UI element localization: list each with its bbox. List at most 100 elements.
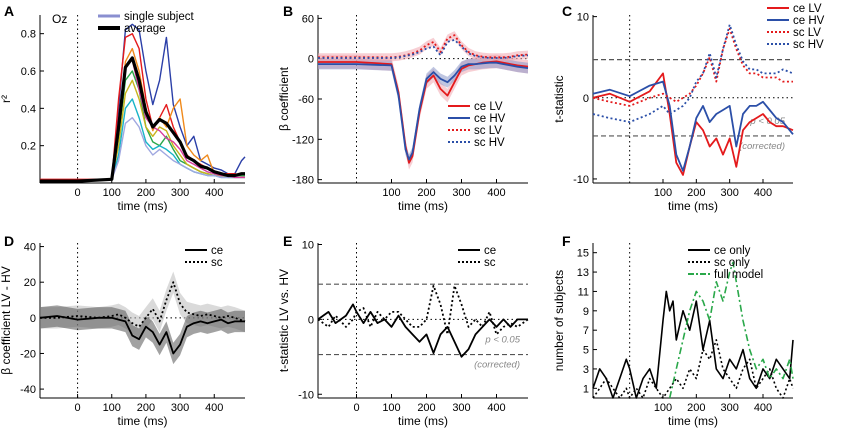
x-tick-label: 400 xyxy=(487,402,505,414)
legend-entry: full model xyxy=(714,269,763,281)
x-axis-label: time (ms) xyxy=(118,414,168,428)
y-tick-label: 0.6 xyxy=(21,66,36,78)
series-line-sc-HV xyxy=(592,23,794,123)
series-line-sc-only xyxy=(592,339,794,399)
x-tick-label: 300 xyxy=(171,402,189,414)
legend-entry: ce only xyxy=(714,245,751,257)
significance-note: p < 0.05 xyxy=(484,335,520,346)
x-tick-label: 200 xyxy=(137,187,155,199)
y-tick-label: 9 xyxy=(583,306,589,318)
y-tick-label: 0 xyxy=(308,54,314,66)
y-tick-label: 10 xyxy=(577,12,589,24)
series-line-ce-HV xyxy=(592,80,794,172)
x-tick-label: 300 xyxy=(720,402,738,414)
confidence-band-sc-LV xyxy=(318,31,528,62)
x-tick-label: 400 xyxy=(754,187,772,199)
x-tick-label: 300 xyxy=(171,187,189,199)
y-tick-label: 3 xyxy=(583,364,589,376)
y-tick-label: 7 xyxy=(583,325,589,337)
x-axis-label: time (ms) xyxy=(118,199,168,213)
y-axis-label: r² xyxy=(0,95,13,103)
x-tick-label: 100 xyxy=(382,402,400,414)
series-line-sc-LV xyxy=(592,27,793,107)
panel-label: A xyxy=(4,3,14,19)
y-tick-label: 40 xyxy=(24,242,36,254)
x-tick-label: 200 xyxy=(417,402,435,414)
y-tick-label: 15 xyxy=(577,248,589,260)
y-tick-label: 0.8 xyxy=(21,29,36,41)
legend-entry: ce HV xyxy=(474,113,506,125)
significance-note-corrected: (corrected) xyxy=(739,141,785,152)
x-tick-label: 100 xyxy=(654,402,672,414)
x-tick-label: 100 xyxy=(103,402,121,414)
x-axis-label: time (ms) xyxy=(668,199,718,213)
y-tick-label: 0.4 xyxy=(21,103,36,115)
legend-entry: ce xyxy=(484,245,496,257)
series-line-ce xyxy=(39,315,245,355)
panel-label: B xyxy=(283,3,293,19)
x-tick-label: 100 xyxy=(103,187,121,199)
y-tick-label: 13 xyxy=(577,267,589,279)
y-tick-label: 5 xyxy=(583,345,589,357)
y-tick-label: -180 xyxy=(292,175,314,187)
legend-entry: sc HV xyxy=(793,39,824,51)
y-tick-label: -60 xyxy=(298,94,314,106)
x-axis-label: time (ms) xyxy=(398,414,448,428)
series-line-ce-LV xyxy=(592,72,794,176)
legend-entry: ce LV xyxy=(474,101,503,113)
legend-entry: sc LV xyxy=(474,125,502,137)
x-tick-label: 400 xyxy=(487,187,505,199)
x-tick-label: 400 xyxy=(205,402,223,414)
x-tick-label: 300 xyxy=(452,187,470,199)
x-tick-label: 0 xyxy=(353,402,359,414)
x-tick-label: 400 xyxy=(754,402,772,414)
y-tick-label: 0 xyxy=(30,313,36,325)
x-axis-label: time (ms) xyxy=(668,414,718,428)
legend-entry: sc xyxy=(211,257,223,269)
series-line-average xyxy=(40,56,245,183)
x-tick-label: 300 xyxy=(452,402,470,414)
y-tick-label: 1 xyxy=(583,383,589,395)
legend-entry: ce HV xyxy=(793,15,825,27)
x-tick-label: 200 xyxy=(137,402,155,414)
panel-label: E xyxy=(283,233,292,249)
y-tick-label: -10 xyxy=(298,389,314,401)
legend-entry: sc HV xyxy=(474,137,505,149)
panel-B: B 100 200 300 400 60 0 -60 -120 -180 time (ms) β co… xyxy=(277,3,529,213)
y-tick-label: 0 xyxy=(308,314,314,326)
legend-entry: ce xyxy=(211,245,223,257)
legend-entry: ce LV xyxy=(793,3,822,15)
series-line-sc-LV xyxy=(318,34,529,59)
panel-label: C xyxy=(562,3,572,19)
significance-note-corrected: (corrected) xyxy=(474,360,520,371)
y-tick-label: -120 xyxy=(292,134,314,146)
x-tick-label: 200 xyxy=(687,402,705,414)
panel-label: F xyxy=(562,233,571,249)
y-tick-label: 11 xyxy=(578,286,589,298)
x-tick-label: 0 xyxy=(75,402,81,414)
y-axis-label: β coefficient LV - HV xyxy=(0,266,13,375)
series-line-sc xyxy=(40,281,246,328)
x-tick-label: 200 xyxy=(687,187,705,199)
y-axis-label: β coefficient xyxy=(277,66,291,131)
y-axis-label: t-statistic xyxy=(552,75,566,122)
x-tick-label: 0 xyxy=(75,187,81,199)
y-tick-label: -10 xyxy=(573,174,589,186)
series-line-sc xyxy=(317,284,529,336)
y-tick-label: 0 xyxy=(583,93,589,105)
y-tick-label: 10 xyxy=(302,239,314,251)
y-tick-label: 20 xyxy=(24,277,36,289)
legend-entry: sc xyxy=(484,257,496,269)
x-tick-label: 100 xyxy=(654,187,672,199)
significance-note: p < 0.05 xyxy=(749,116,785,127)
electrode-annotation: Oz xyxy=(52,12,67,26)
x-tick-label: 200 xyxy=(417,187,435,199)
panel-A: A 0 100 200 300 400 0.2 0.4 0.6 0.8 time (ms) r² Oz s… xyxy=(0,3,246,213)
series-line-single-subject xyxy=(40,116,245,182)
y-tick-label: 60 xyxy=(302,13,314,25)
panel-label: D xyxy=(4,233,14,249)
